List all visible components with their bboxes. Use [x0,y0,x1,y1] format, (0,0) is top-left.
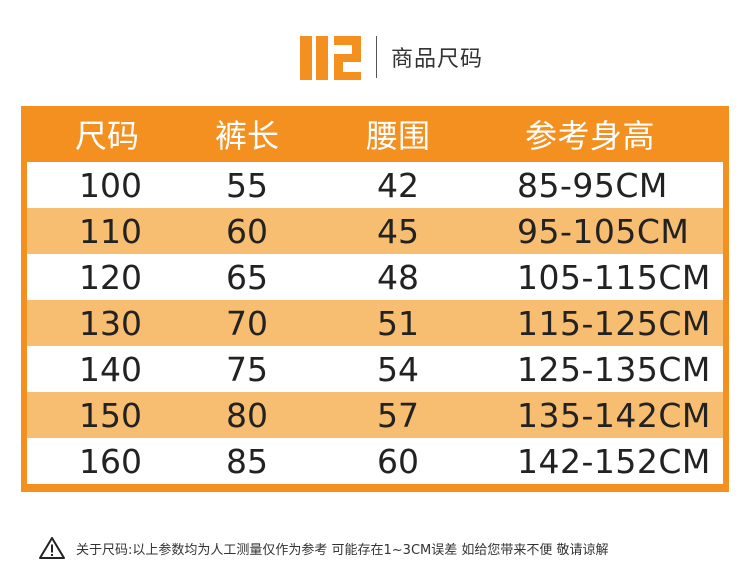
table-row: 150 80 57 135-142CM [27,392,723,438]
size-cell: 160 [79,441,142,481]
waist-cell: 57 [377,395,419,435]
table-row: 110 60 45 95-105CM [27,208,723,254]
pant-length-cell: 85 [226,441,268,481]
size-table: 尺码 裤长 腰围 参考身高 100 55 42 85-95CM 110 60 4… [21,106,729,492]
table-header-row: 尺码 裤长 腰围 参考身高 [27,106,723,162]
pant-length-cell: 70 [226,303,268,343]
column-header-waist: 腰围 [365,117,430,155]
waist-cell: 45 [377,211,419,251]
size-cell: 100 [79,165,142,205]
waist-cell: 60 [377,441,419,481]
table-row: 140 75 54 125-135CM [27,346,723,392]
height-cell: 85-95CM [517,165,668,205]
height-cell: 105-115CM [517,257,711,297]
waist-cell: 54 [377,349,419,389]
page-title: 商品尺码 [391,47,484,72]
header-divider [376,36,377,78]
section-header: 商品尺码 [296,30,483,84]
section-number-logo [296,32,366,82]
column-header-pant-length: 裤长 [214,117,279,155]
pant-length-cell: 65 [226,257,268,297]
pant-length-cell: 75 [226,349,268,389]
table-row: 120 65 48 105-115CM [27,254,723,300]
pant-length-cell: 60 [226,211,268,251]
column-header-size: 尺码 [75,117,140,155]
size-cell: 120 [79,257,142,297]
table-row: 100 55 42 85-95CM [27,162,723,208]
size-cell: 110 [79,211,142,251]
height-cell: 115-125CM [517,303,711,343]
waist-cell: 42 [377,165,419,205]
warning-triangle-icon [39,537,65,559]
table-row: 130 70 51 115-125CM [27,300,723,346]
size-cell: 150 [79,395,142,435]
measurement-note: 关于尺码:以上参数均为人工测量仅作为参考 可能存在1~3CM误差 如给您带来不便… [38,536,609,560]
waist-cell: 51 [377,303,419,343]
waist-cell: 48 [377,257,419,297]
column-header-reference-height: 参考身高 [525,117,656,155]
pant-length-cell: 80 [226,395,268,435]
size-cell: 140 [79,349,142,389]
height-cell: 135-142CM [517,395,711,435]
note-text: 关于尺码:以上参数均为人工测量仅作为参考 可能存在1~3CM误差 如给您带来不便… [76,542,609,558]
height-cell: 125-135CM [517,349,711,389]
table-row: 160 85 60 142-152CM [27,438,723,484]
size-cell: 130 [79,303,142,343]
pant-length-cell: 55 [226,165,268,205]
height-cell: 142-152CM [517,441,711,481]
height-cell: 95-105CM [517,211,690,251]
